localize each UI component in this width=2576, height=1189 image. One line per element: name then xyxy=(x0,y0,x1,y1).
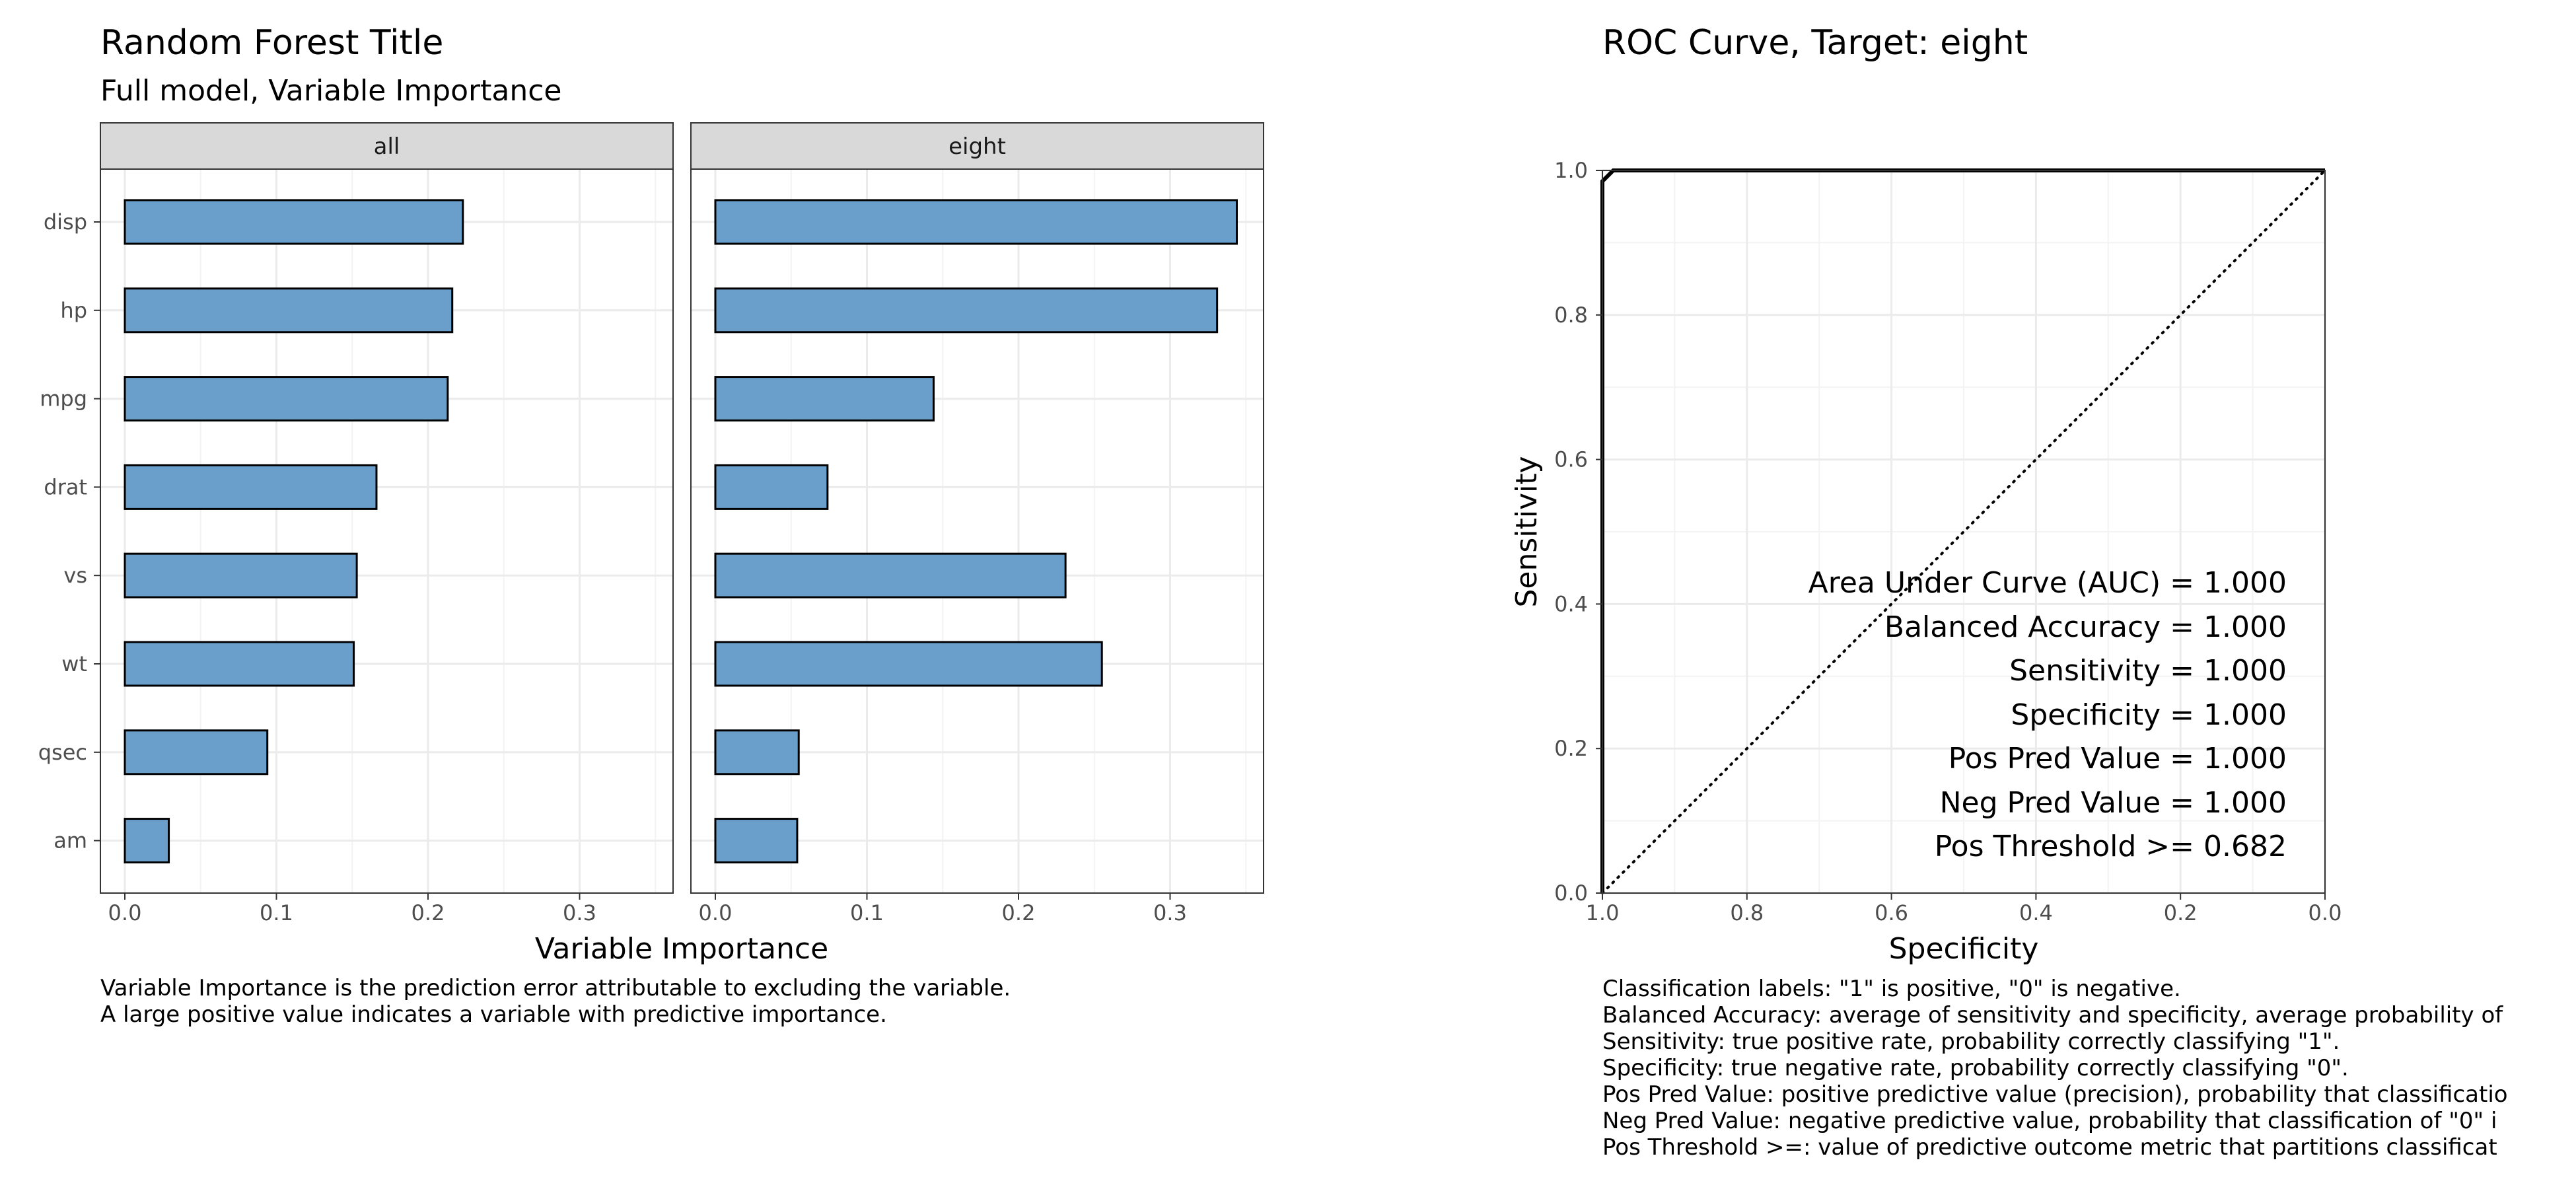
roc-title: ROC Curve, Target: eight xyxy=(1602,23,2028,63)
facet-eight: eight 0.0 0.1 0.2 0.3 xyxy=(690,122,1264,925)
roc-y-axis-title: Sensitivity xyxy=(1510,456,1544,607)
facet-panel-bg xyxy=(691,169,1264,893)
facet-strip xyxy=(690,122,1264,170)
roc-x-tick-label: 0.0 xyxy=(2308,900,2342,925)
roc-y-tick-label: 0.6 xyxy=(1554,447,1588,472)
metric-pos-pred-value: Pos Pred Value = 1.000 xyxy=(1949,742,2287,775)
left-subtitle: Full model, Variable Importance xyxy=(100,74,561,108)
bar-eight-mpg xyxy=(714,376,935,422)
facet-all: all 0.0 0.1 0.2 0.3 xyxy=(100,122,674,925)
metric-neg-pred-value: Neg Pred Value = 1.000 xyxy=(1940,786,2287,820)
roc-y-tick-label: 0.8 xyxy=(1554,303,1588,328)
x-tick-label: 0.3 xyxy=(1153,900,1187,925)
bar-eight-drat xyxy=(714,464,829,510)
roc-caption-line-5: Pos Pred Value: positive predictive valu… xyxy=(1602,1081,2508,1108)
bar-all-drat xyxy=(124,464,378,510)
bar-all-am xyxy=(124,818,170,864)
roc-y-tick-label: 0.2 xyxy=(1554,736,1588,761)
y-tick-label-vs: vs xyxy=(63,563,87,588)
facet-strip-label: all xyxy=(374,133,400,160)
y-tick-label-wt: wt xyxy=(61,651,87,676)
facet-strip-label: eight xyxy=(948,133,1006,160)
bar-eight-vs xyxy=(714,552,1067,598)
bar-all-wt xyxy=(124,641,355,687)
bar-all-qsec xyxy=(124,729,269,775)
roc-y-tick-label: 0.4 xyxy=(1554,591,1588,616)
y-tick-label-am: am xyxy=(54,828,87,853)
x-tick-label: 0.2 xyxy=(411,900,445,925)
bar-all-mpg xyxy=(124,376,449,422)
metric-auc: Area Under Curve (AUC) = 1.000 xyxy=(1808,566,2287,600)
bar-eight-disp xyxy=(714,199,1238,245)
bar-all-hp xyxy=(124,287,454,334)
roc-caption-line-4: Specificity: true negative rate, probabi… xyxy=(1602,1055,2349,1081)
left-x-axis-title: Variable Importance xyxy=(535,932,828,966)
roc-y-tick-label: 0.0 xyxy=(1554,881,1588,906)
roc-panel-border xyxy=(1602,170,2326,894)
bar-eight-qsec xyxy=(714,729,800,775)
metric-sensitivity: Sensitivity = 1.000 xyxy=(2009,654,2287,688)
x-tick-label: 0.1 xyxy=(850,900,884,925)
x-tick-label: 0.0 xyxy=(108,900,142,925)
roc-panel: 1.00.00.80.20.60.40.40.60.20.80.01.0 xyxy=(1554,158,2342,925)
roc-chance-diagonal xyxy=(1601,169,2326,894)
x-tick-label: 0.1 xyxy=(260,900,293,925)
x-tick-label: 0.3 xyxy=(563,900,596,925)
roc-x-tick-label: 1.0 xyxy=(1586,900,1620,925)
y-tick-label-hp: hp xyxy=(60,298,87,323)
metric-pos-threshold: Pos Threshold >= 0.682 xyxy=(1935,830,2287,863)
metric-balanced-accuracy: Balanced Accuracy = 1.000 xyxy=(1884,610,2287,644)
roc-x-axis-title: Specificity xyxy=(1889,932,2039,966)
roc-x-tick-label: 0.6 xyxy=(1875,900,1908,925)
left-title: Random Forest Title xyxy=(100,23,443,63)
y-tick-label-qsec: qsec xyxy=(38,740,87,765)
roc-metrics: Area Under Curve (AUC) = 1.000 Balanced … xyxy=(1808,566,2287,863)
facet-strip xyxy=(100,122,674,170)
facet-panel-bg xyxy=(100,169,673,893)
roc-x-tick-label: 0.2 xyxy=(2164,900,2198,925)
x-tick-label: 0.0 xyxy=(699,900,733,925)
roc-caption-line-6: Neg Pred Value: negative predictive valu… xyxy=(1602,1108,2497,1134)
x-tick-label: 0.2 xyxy=(1002,900,1036,925)
bar-eight-hp xyxy=(714,287,1219,334)
roc-x-tick-label: 0.4 xyxy=(2019,900,2053,925)
roc-caption-line-3: Sensitivity: true positive rate, probabi… xyxy=(1602,1028,2340,1055)
bar-eight-am xyxy=(714,818,799,864)
roc-caption-line-1: Classification labels: "1" is positive, … xyxy=(1602,976,2181,1002)
y-tick-label-disp: disp xyxy=(44,209,87,234)
roc-caption-line-2: Balanced Accuracy: average of sensitivit… xyxy=(1602,1002,2503,1028)
roc-caption-line-7: Pos Threshold >=: value of predictive ou… xyxy=(1602,1134,2497,1161)
y-tick-label-mpg: mpg xyxy=(40,386,87,412)
left-caption-line-1: Variable Importance is the prediction er… xyxy=(100,975,1011,1001)
metric-specificity: Specificity = 1.000 xyxy=(2011,698,2287,732)
bar-all-vs xyxy=(124,552,358,598)
bar-eight-wt xyxy=(714,641,1103,687)
left-caption-line-2: A large positive value indicates a varia… xyxy=(100,1001,887,1028)
facet-panel-border xyxy=(690,168,1264,894)
roc-caption: Classification labels: "1" is positive, … xyxy=(1602,976,2508,1161)
roc-y-tick-label: 1.0 xyxy=(1554,158,1588,183)
facet-panel-border xyxy=(100,168,674,894)
bar-all-disp xyxy=(124,199,464,245)
importance-facets: all 0.0 0.1 0.2 0.3 eight 0.0 0.1 0.2 0.3 disp hp mp… xyxy=(38,122,1264,925)
roc-x-tick-label: 0.8 xyxy=(1730,900,1764,925)
y-tick-label-drat: drat xyxy=(44,474,87,499)
